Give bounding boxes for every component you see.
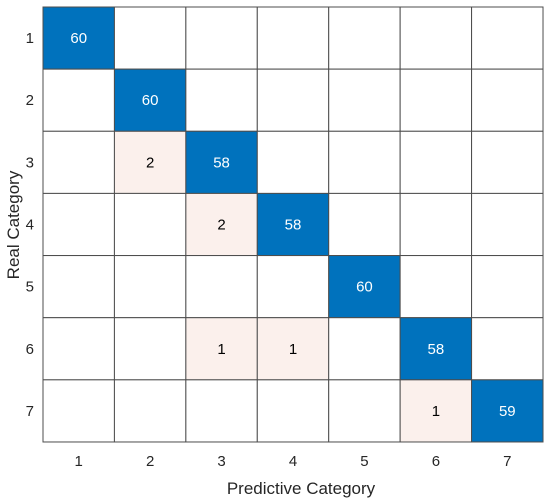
matrix-cell-r6-c2: [113, 317, 187, 381]
x-tick-label: 6: [432, 453, 440, 470]
cell-value-label: 2: [217, 216, 225, 233]
matrix-cell-r7-c7: [471, 379, 544, 443]
y-tick-label: 1: [26, 30, 34, 47]
y-tick-label: 3: [26, 154, 34, 171]
cell-value-label: 58: [285, 216, 302, 233]
y-tick-labels: 1 2 3 4 5 6 7: [26, 30, 34, 420]
x-tick-label: 3: [217, 453, 225, 470]
matrix-cell-r1-c2: [113, 6, 187, 70]
matrix-cell-r3-c7: [471, 130, 544, 194]
cell-value-label: 1: [217, 341, 225, 358]
matrix-cell-r6-c6: [399, 317, 473, 381]
x-tick-label: 2: [146, 453, 154, 470]
matrix-cell-r2-c7: [471, 68, 544, 132]
x-axis-label: Predictive Category: [227, 479, 376, 498]
matrix-cell-r6-c3: [185, 317, 258, 381]
matrix-cell-r5-c1: [42, 255, 115, 319]
matrix-cell-r1-c3: [185, 6, 258, 70]
matrix-cell-r7-c2: [113, 379, 187, 443]
y-tick-label: 2: [26, 92, 34, 109]
matrix-cell-r3-c4: [256, 130, 330, 194]
matrix-cell-r4-c2: [113, 192, 187, 257]
y-tick-label: 5: [26, 279, 34, 296]
cell-value-label: 58: [213, 154, 230, 171]
matrix-cell-r7-c3: [185, 379, 258, 443]
matrix-cell-r2-c3: [185, 68, 258, 132]
x-tick-label: 4: [289, 453, 297, 470]
matrix-cell-r5-c2: [113, 255, 187, 319]
matrix-cell-r3-c3: [185, 130, 258, 194]
cell-value-label: 60: [142, 92, 159, 109]
matrix-cell-r7-c5: [328, 379, 401, 443]
cell-value-label: 2: [146, 154, 154, 171]
x-tick-label: 1: [75, 453, 83, 470]
matrix-cell-r5-c4: [256, 255, 330, 319]
x-tick-label: 5: [360, 453, 368, 470]
cell-value-label: 60: [70, 30, 87, 47]
matrix-cell-r4-c4: [256, 192, 330, 257]
cell-value-label: 1: [432, 403, 440, 420]
y-tick-label: 4: [26, 216, 34, 233]
y-axis-label: Real Category: [4, 170, 23, 279]
matrix-cell-r7-c1: [42, 379, 115, 443]
matrix-cell-r2-c4: [256, 68, 330, 132]
matrix-cell-r1-c6: [399, 6, 473, 70]
matrix-cell-r3-c5: [328, 130, 401, 194]
matrix-cell-r4-c5: [328, 192, 401, 257]
matrix-cell-r4-c7: [471, 192, 544, 257]
matrix-cell-r2-c5: [328, 68, 401, 132]
x-tick-label: 7: [503, 453, 511, 470]
matrix-cell-r2-c1: [42, 68, 115, 132]
matrix-cell-r2-c2: [113, 68, 187, 132]
matrix-cell-r4-c6: [399, 192, 473, 257]
matrix-cell-r1-c1: [42, 6, 115, 70]
matrix-cell-r6-c1: [42, 317, 115, 381]
matrix-cell-r3-c2: [113, 130, 187, 194]
matrix-cell-r6-c5: [328, 317, 401, 381]
matrix-cells: 60 60 2 58 2 58 60 1 1 58 1 59: [42, 6, 544, 443]
matrix-cell-r6-c7: [471, 317, 544, 381]
matrix-cell-r1-c7: [471, 6, 544, 70]
matrix-cell-r1-c5: [328, 6, 401, 70]
y-tick-label: 7: [26, 403, 34, 420]
cell-value-label: 58: [428, 341, 445, 358]
matrix-cell-r5-c6: [399, 255, 473, 319]
y-tick-label: 6: [26, 341, 34, 358]
cell-value-label: 60: [356, 279, 373, 296]
matrix-cell-r5-c7: [471, 255, 544, 319]
matrix-cell-r1-c4: [256, 6, 330, 70]
cell-value-label: 59: [499, 403, 516, 420]
matrix-cell-r7-c4: [256, 379, 330, 443]
matrix-cell-r3-c1: [42, 130, 115, 194]
matrix-cell-r2-c6: [399, 68, 473, 132]
cell-value-label: 1: [289, 341, 297, 358]
x-tick-labels: 1 2 3 4 5 6 7: [75, 453, 512, 470]
matrix-cell-r3-c6: [399, 130, 473, 194]
matrix-cell-r4-c1: [42, 192, 115, 257]
matrix-cell-r5-c3: [185, 255, 258, 319]
